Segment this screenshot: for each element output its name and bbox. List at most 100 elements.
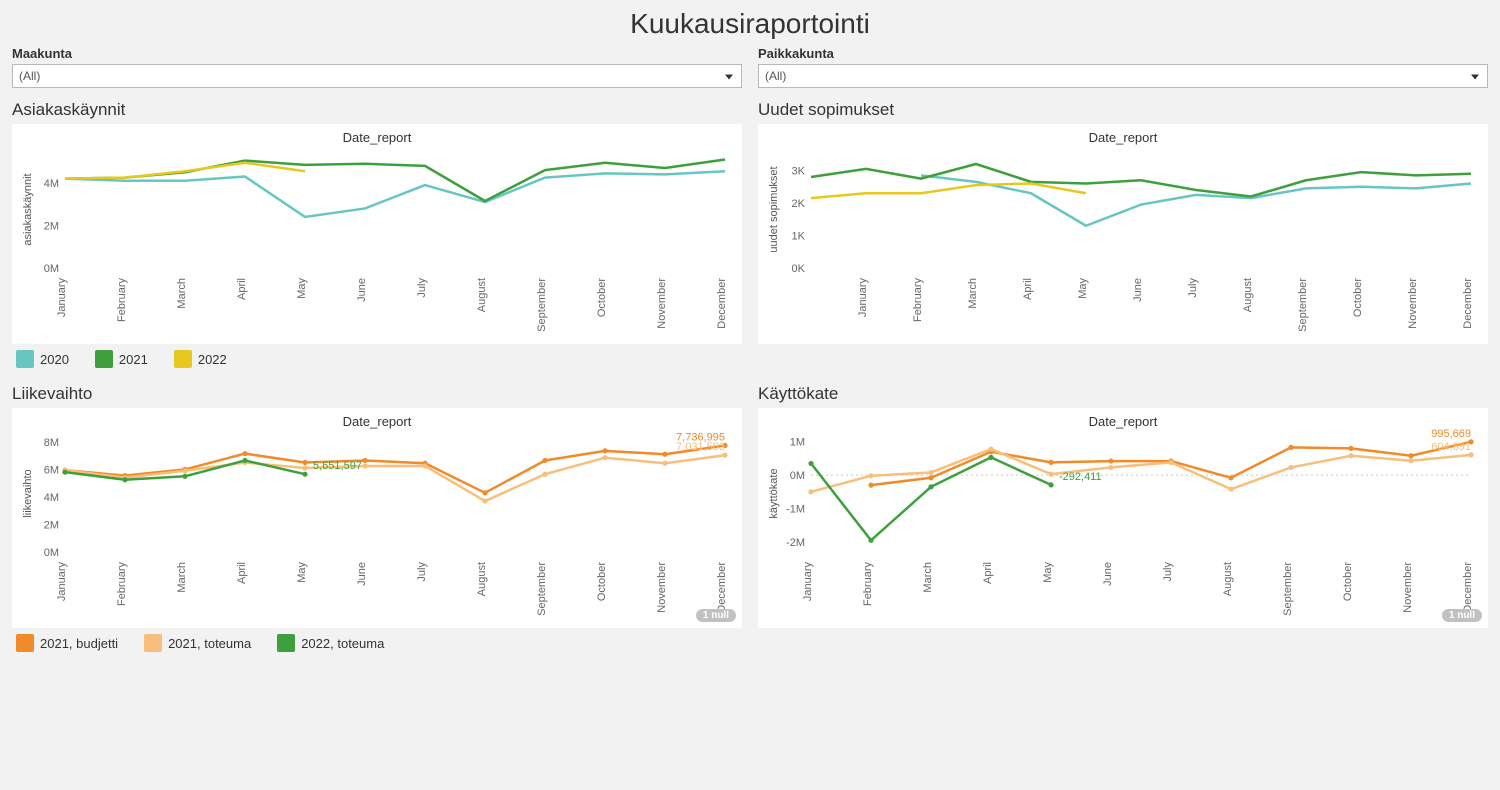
svg-text:August: August bbox=[1242, 278, 1254, 312]
svg-text:uudet sopimukset: uudet sopimukset bbox=[768, 166, 780, 252]
axis-top-label: Date_report bbox=[758, 124, 1488, 145]
svg-text:June: June bbox=[356, 278, 368, 302]
filter-maakunta-value: (All) bbox=[19, 69, 40, 83]
panel-asiakaskaynnit-title: Asiakaskäynnit bbox=[12, 96, 742, 124]
panel-asiakaskaynnit: Asiakaskäynnit Date_report 0M2M4Masiakas… bbox=[12, 96, 742, 370]
svg-text:2K: 2K bbox=[792, 198, 806, 210]
svg-text:October: October bbox=[596, 562, 608, 601]
svg-text:-1M: -1M bbox=[786, 504, 805, 516]
svg-text:December: December bbox=[716, 562, 728, 613]
svg-text:3K: 3K bbox=[792, 166, 806, 178]
svg-text:käyttökate: käyttökate bbox=[768, 468, 780, 518]
svg-text:4M: 4M bbox=[44, 178, 59, 190]
svg-text:November: November bbox=[1407, 278, 1419, 329]
svg-text:asiakaskäynnit: asiakaskäynnit bbox=[22, 173, 34, 245]
svg-text:4M: 4M bbox=[44, 492, 59, 504]
svg-text:March: March bbox=[967, 278, 979, 309]
legend-item[interactable]: 2021, budjetti bbox=[16, 634, 118, 652]
svg-text:December: December bbox=[1462, 278, 1474, 329]
legend-item[interactable]: 2022 bbox=[174, 350, 227, 368]
panel-liikevaihto: Liikevaihto Date_report 0M2M4M6M8Mliikev… bbox=[12, 380, 742, 654]
legend-label: 2022, toteuma bbox=[301, 636, 384, 651]
svg-text:September: September bbox=[536, 278, 548, 332]
filter-paikkakunta-value: (All) bbox=[765, 69, 786, 83]
svg-text:November: November bbox=[656, 562, 668, 613]
legend-swatch bbox=[16, 634, 34, 652]
svg-text:604,891: 604,891 bbox=[1431, 441, 1471, 453]
svg-text:May: May bbox=[1077, 278, 1089, 299]
svg-text:August: August bbox=[476, 278, 488, 312]
filter-maakunta-label: Maakunta bbox=[12, 46, 742, 61]
svg-text:December: December bbox=[1462, 562, 1474, 613]
svg-text:June: June bbox=[1132, 278, 1144, 302]
svg-text:7,031,503: 7,031,503 bbox=[676, 441, 725, 453]
filter-maakunta-select[interactable]: (All) bbox=[12, 64, 742, 88]
svg-text:June: June bbox=[356, 562, 368, 586]
svg-text:0M: 0M bbox=[44, 263, 59, 275]
null-badge: 1 null bbox=[696, 609, 736, 622]
page-title: Kuukausiraportointi bbox=[0, 0, 1500, 46]
svg-text:January: January bbox=[802, 562, 814, 602]
filter-bar: Maakunta (All) Paikkakunta (All) bbox=[0, 46, 1500, 96]
svg-text:August: August bbox=[1222, 562, 1234, 596]
svg-text:July: July bbox=[416, 562, 428, 582]
legend-bottom: 2021, budjetti 2021, toteuma 2022, toteuma bbox=[12, 628, 742, 654]
svg-text:-2M: -2M bbox=[786, 537, 805, 549]
filter-paikkakunta: Paikkakunta (All) bbox=[758, 46, 1488, 88]
svg-text:995,669: 995,669 bbox=[1431, 429, 1471, 440]
svg-text:March: March bbox=[176, 562, 188, 593]
svg-text:0K: 0K bbox=[792, 263, 806, 275]
svg-text:February: February bbox=[862, 562, 874, 607]
svg-text:-292,411: -292,411 bbox=[1059, 471, 1102, 483]
svg-text:November: November bbox=[1402, 562, 1414, 613]
svg-text:July: July bbox=[416, 278, 428, 298]
svg-text:May: May bbox=[1042, 562, 1054, 583]
legend-item[interactable]: 2021, toteuma bbox=[144, 634, 251, 652]
svg-text:April: April bbox=[982, 562, 994, 584]
legend-swatch bbox=[95, 350, 113, 368]
svg-text:December: December bbox=[716, 278, 728, 329]
svg-text:June: June bbox=[1102, 562, 1114, 586]
svg-text:February: February bbox=[912, 278, 924, 323]
svg-text:February: February bbox=[116, 562, 128, 607]
svg-text:September: September bbox=[1297, 278, 1309, 332]
legend-swatch bbox=[16, 350, 34, 368]
svg-text:February: February bbox=[116, 278, 128, 323]
svg-text:5,651,597: 5,651,597 bbox=[313, 460, 362, 472]
legend-label: 2020 bbox=[40, 352, 69, 367]
svg-text:March: March bbox=[922, 562, 934, 593]
axis-top-label: Date_report bbox=[12, 408, 742, 429]
filter-paikkakunta-select[interactable]: (All) bbox=[758, 64, 1488, 88]
legend-item[interactable]: 2021 bbox=[95, 350, 148, 368]
svg-text:May: May bbox=[296, 562, 308, 583]
legend-item[interactable]: 2022, toteuma bbox=[277, 634, 384, 652]
svg-text:January: January bbox=[857, 278, 869, 318]
svg-text:July: July bbox=[1187, 278, 1199, 298]
svg-text:0M: 0M bbox=[790, 470, 805, 482]
svg-text:2M: 2M bbox=[44, 519, 59, 531]
svg-text:2M: 2M bbox=[44, 220, 59, 232]
chart-kayttokate[interactable]: Date_report -2M-1M0M1MkäyttökateJanuaryF… bbox=[758, 408, 1488, 628]
svg-text:July: July bbox=[1162, 562, 1174, 582]
svg-text:1K: 1K bbox=[792, 231, 806, 243]
svg-text:1M: 1M bbox=[790, 437, 805, 449]
svg-text:May: May bbox=[296, 278, 308, 299]
svg-text:November: November bbox=[656, 278, 668, 329]
legend-label: 2021 bbox=[119, 352, 148, 367]
svg-text:January: January bbox=[56, 278, 68, 318]
dashboard-grid: Asiakaskäynnit Date_report 0M 2M 4M asiakas… bbox=[0, 96, 1500, 654]
legend-label: 2021, toteuma bbox=[168, 636, 251, 651]
legend-item[interactable]: 2020 bbox=[16, 350, 69, 368]
svg-text:April: April bbox=[236, 278, 248, 300]
legend-swatch bbox=[144, 634, 162, 652]
panel-kayttokate: Käyttökate Date_report -2M-1M0M1Mkäyttök… bbox=[758, 380, 1488, 654]
chart-liikevaihto[interactable]: Date_report 0M2M4M6M8MliikevaihtoJanuary… bbox=[12, 408, 742, 628]
svg-text:April: April bbox=[1022, 278, 1034, 300]
chart-uudet[interactable]: Date_report 0K 1K 2K 3K uudet sopimukset Janu… bbox=[758, 124, 1488, 344]
chart-asiakaskaynnit[interactable]: Date_report 0M2M4MasiakaskäynnitJanuaryF… bbox=[12, 124, 742, 344]
null-badge: 1 null bbox=[1442, 609, 1482, 622]
panel-liikevaihto-title: Liikevaihto bbox=[12, 380, 742, 408]
svg-text:October: October bbox=[1352, 278, 1364, 317]
svg-text:April: April bbox=[236, 562, 248, 584]
svg-text:January: January bbox=[56, 562, 68, 602]
